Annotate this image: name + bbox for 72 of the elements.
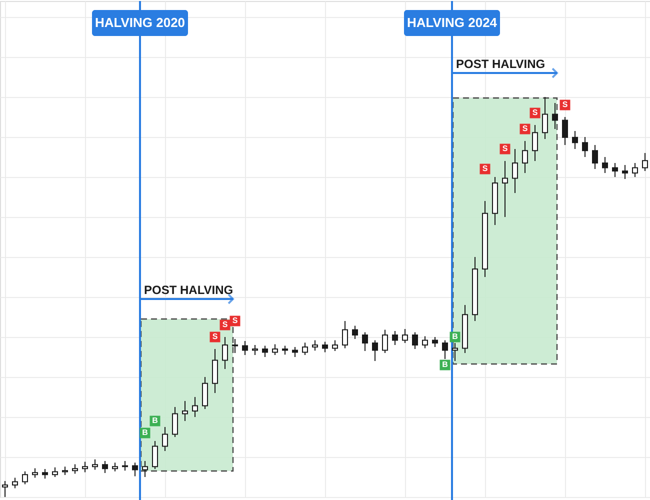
candlestick xyxy=(382,329,388,354)
candlestick xyxy=(322,341,328,353)
text: HALVING 2020 xyxy=(94,15,186,30)
candlestick xyxy=(602,156,608,174)
text: S xyxy=(482,164,488,173)
text: S xyxy=(502,144,508,153)
candlestick xyxy=(572,130,578,150)
text: POST HALVING xyxy=(456,57,546,71)
candlestick xyxy=(52,466,58,478)
candlestick xyxy=(202,376,208,410)
candlestick xyxy=(562,116,568,146)
text: S xyxy=(562,100,568,109)
candlestick xyxy=(442,340,448,360)
candlestick xyxy=(22,470,28,485)
candlestick xyxy=(422,336,428,349)
candlestick xyxy=(182,400,188,422)
candlestick xyxy=(412,332,418,350)
candlestick xyxy=(312,340,318,352)
candlestick xyxy=(592,144,598,170)
candlestick xyxy=(252,344,258,356)
candlestick xyxy=(122,460,128,472)
candlestick xyxy=(542,96,548,140)
candlestick xyxy=(232,338,238,354)
candlestick xyxy=(192,396,198,418)
candlestick xyxy=(242,340,248,356)
candlestick xyxy=(132,462,138,477)
text: B xyxy=(452,332,458,341)
text: B xyxy=(152,416,158,425)
candlestick xyxy=(552,102,558,130)
candlestick xyxy=(92,458,98,470)
candlestick xyxy=(272,344,278,356)
candlestick xyxy=(152,440,158,470)
candlestick xyxy=(372,340,378,362)
candlestick xyxy=(32,468,38,478)
candlestick xyxy=(332,340,338,352)
text: HALVING 2024 xyxy=(406,15,498,30)
candlestick xyxy=(12,477,18,489)
text: B xyxy=(442,360,448,369)
candlestick xyxy=(212,348,218,394)
candlestick xyxy=(292,346,298,358)
candlestick xyxy=(72,464,78,474)
candlestick xyxy=(222,336,228,370)
candlestick xyxy=(142,460,148,478)
candlestick xyxy=(402,328,408,344)
text: S xyxy=(522,124,528,133)
text: S xyxy=(232,316,238,325)
candlestick xyxy=(532,124,538,162)
candlestick xyxy=(452,342,458,362)
candlestick xyxy=(362,332,368,352)
candlestick xyxy=(622,164,628,180)
candlestick xyxy=(392,330,398,346)
candlestick xyxy=(432,336,438,348)
series-label: S xyxy=(212,332,218,341)
candlestick xyxy=(612,162,618,178)
candlestick xyxy=(162,426,168,452)
candlestick xyxy=(512,148,518,194)
candlestick xyxy=(502,160,508,218)
annotation: POST HALVING xyxy=(144,283,234,297)
text: S xyxy=(532,108,538,117)
text: S xyxy=(222,320,228,329)
candlestick xyxy=(342,320,348,349)
candlestick xyxy=(172,406,178,438)
candlestick xyxy=(42,468,48,480)
candlestick xyxy=(522,140,528,174)
candlestick xyxy=(582,136,588,158)
candlestick xyxy=(632,162,638,178)
candlestick xyxy=(82,461,88,473)
candlestick xyxy=(302,342,308,356)
candlestick xyxy=(102,460,108,474)
series-label: B xyxy=(142,428,148,437)
candlestick xyxy=(262,345,268,358)
candlestick xyxy=(352,325,358,340)
